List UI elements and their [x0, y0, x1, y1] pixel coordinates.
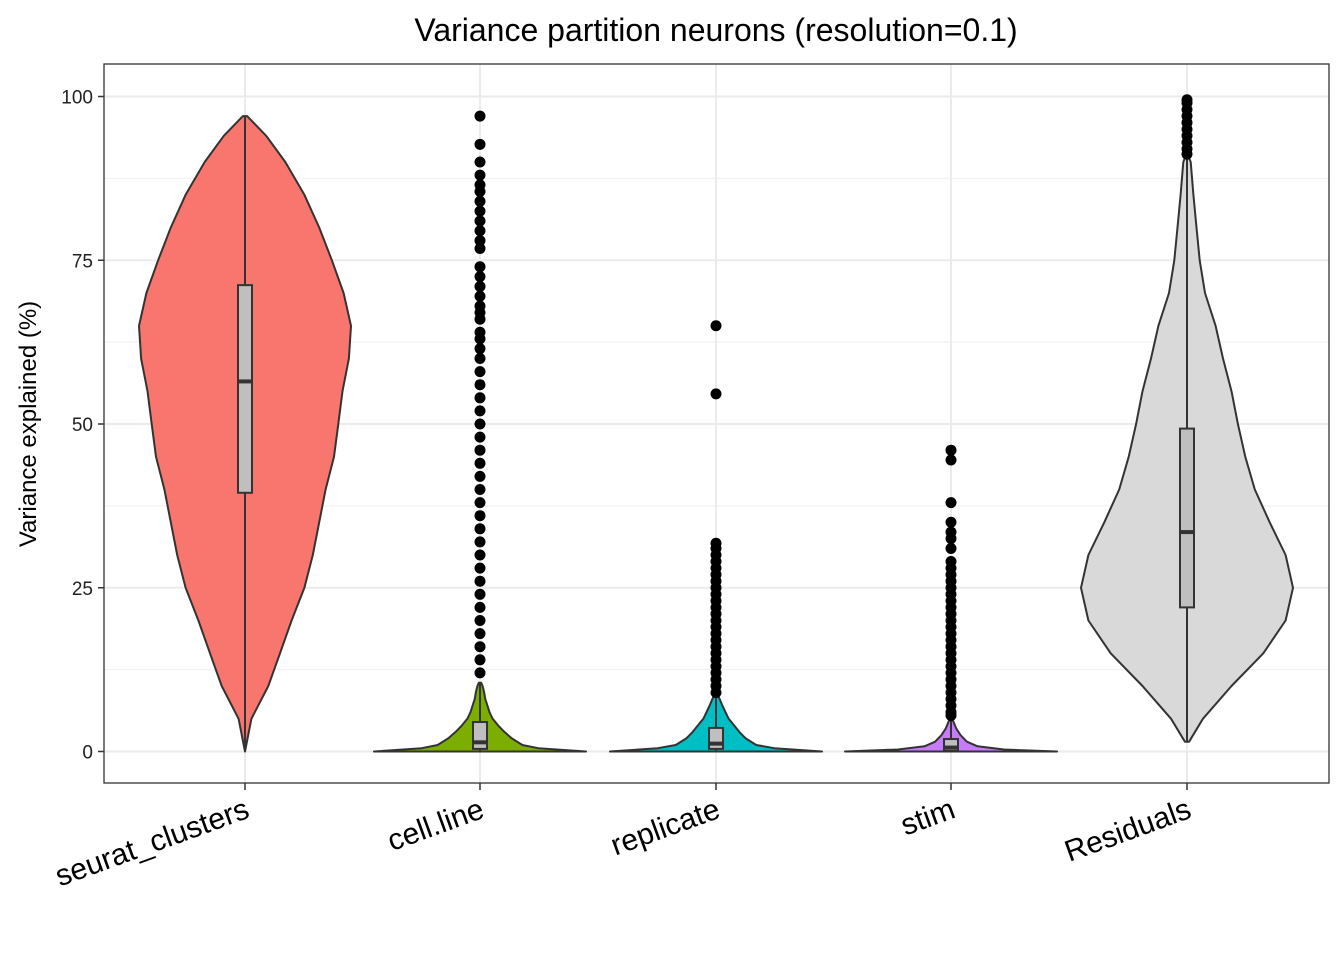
outlier-point [474, 215, 486, 227]
outlier-point [945, 516, 957, 528]
outlier-point [474, 457, 486, 469]
outlier-point [474, 549, 486, 561]
outlier-point [474, 290, 486, 302]
outlier-point [710, 320, 722, 332]
outlier-point [474, 444, 486, 456]
outlier-point [474, 280, 486, 292]
outlier-point [474, 343, 486, 355]
outlier-point [945, 556, 957, 568]
outlier-point [474, 615, 486, 626]
y-tick-label: 75 [72, 251, 93, 272]
outlier-point [945, 454, 957, 466]
outlier-point [474, 628, 486, 640]
outlier-point [474, 169, 486, 181]
boxplots [237, 116, 1195, 752]
outlier-point [474, 601, 486, 613]
outlier-point [474, 523, 486, 535]
outlier-point [474, 205, 486, 217]
outlier-point [474, 392, 486, 404]
box [1179, 427, 1195, 609]
outlier-point [474, 353, 486, 364]
outlier-point [474, 431, 486, 443]
outlier-point [474, 179, 486, 191]
outlier-point [474, 261, 486, 273]
outlier-point [474, 418, 486, 430]
outlier-point [474, 497, 486, 509]
outlier-point [945, 444, 957, 456]
outlier-point [474, 156, 486, 168]
outlier-points [474, 94, 1193, 721]
outlier-point [474, 510, 486, 522]
y-tick-label: 0 [82, 743, 93, 764]
y-axis: 0 25 50 75 100 [61, 88, 104, 764]
outlier-point [474, 379, 486, 391]
outlier-point [474, 562, 486, 574]
outlier-point [474, 641, 486, 653]
outlier-point [474, 110, 486, 122]
outlier-point [474, 271, 486, 283]
outlier-point [474, 195, 486, 207]
outlier-point [474, 667, 486, 679]
outlier-point [474, 405, 486, 417]
outlier-point [474, 588, 486, 600]
chart-title: Variance partition neurons (resolution=0… [414, 12, 1017, 48]
outlier-point [945, 526, 957, 538]
outlier-point [945, 542, 957, 554]
box [237, 284, 253, 494]
outlier-point [474, 536, 486, 548]
y-tick-label: 25 [72, 579, 93, 600]
outlier-point [474, 326, 486, 338]
outlier-point [474, 242, 486, 254]
y-axis-label: Variance explained (%) [15, 301, 42, 547]
outlier-point [474, 138, 486, 150]
outlier-point [1181, 94, 1193, 106]
outlier-point [710, 388, 722, 400]
outlier-point [945, 497, 957, 509]
y-tick-label: 100 [61, 88, 93, 109]
outlier-point [710, 537, 722, 549]
outlier-point [474, 470, 486, 482]
box [943, 738, 959, 752]
outlier-point [474, 484, 486, 495]
y-tick-label: 50 [72, 415, 93, 436]
outlier-point [474, 654, 486, 666]
outlier-point [474, 235, 486, 247]
outlier-point [474, 366, 486, 378]
box [708, 726, 724, 750]
outlier-point [474, 300, 486, 312]
outlier-point [474, 225, 486, 237]
box [472, 721, 488, 750]
outlier-point [474, 575, 486, 587]
